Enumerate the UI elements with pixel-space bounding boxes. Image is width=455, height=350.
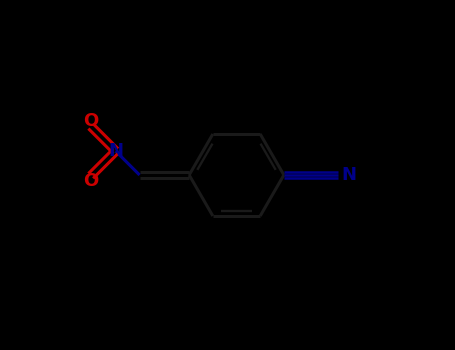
- Text: N: N: [108, 142, 123, 160]
- Text: N: N: [342, 166, 357, 184]
- Text: O: O: [83, 172, 98, 190]
- Text: O: O: [83, 112, 98, 130]
